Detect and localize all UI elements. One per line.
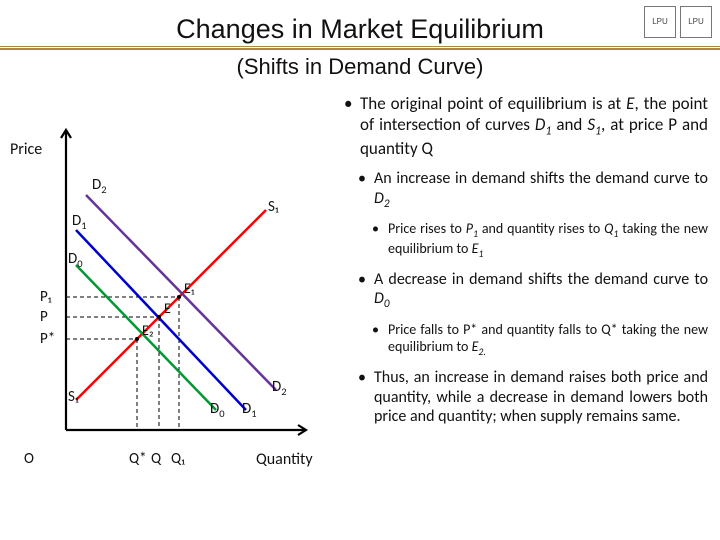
diagram-label: D2 [92,176,107,196]
bullet-level-1: The original point of equilibrium is at … [344,94,708,159]
diagram-label: Price [10,140,42,159]
diagram-svg: E₁ E E₂ [6,100,336,480]
bullet-level-2: A decrease in demand shifts the demand c… [344,270,708,312]
bullet-level-3: Price falls to P* and quantity falls to … [344,322,708,358]
bullet-level-3: Price rises to P1 and quantity rises to … [344,221,708,260]
diagram-label: D0 [210,400,225,420]
bullet-level-2: An increase in demand shifts the demand … [344,169,708,211]
page-title: Changes in Market Equilibrium [0,14,720,45]
diagram-label: Quantity [256,450,313,469]
diagram-label: Q* [129,450,147,468]
diagram-label: D2 [272,378,287,398]
svg-text:E₁: E₁ [184,280,195,297]
diagram-label: P₁ [40,288,51,306]
diagram-label: D1 [242,400,257,420]
svg-text:E: E [164,300,171,317]
supply-demand-diagram: E₁EE₂ PriceOQuantityP₁PP*Q*QQ₁S₁S₁D2D1D0… [6,100,336,480]
svg-text:E₂: E₂ [142,322,154,339]
diagram-label: S₁ [68,388,79,406]
diagram-label: P [40,308,48,326]
diagram-label: D1 [72,212,87,232]
bullet-list: The original point of equilibrium is at … [344,94,708,436]
diagram-label: S₁ [268,198,279,216]
page-subtitle: (Shifts in Demand Curve) [0,54,720,80]
diagram-label: O [24,450,34,468]
diagram-label: Q [151,450,161,468]
header-rule [0,46,720,50]
diagram-label: P* [40,330,55,348]
diagram-label: Q₁ [171,450,185,468]
diagram-label: D0 [68,250,83,270]
bullet-level-2: Thus, an increase in demand raises both … [344,368,708,426]
